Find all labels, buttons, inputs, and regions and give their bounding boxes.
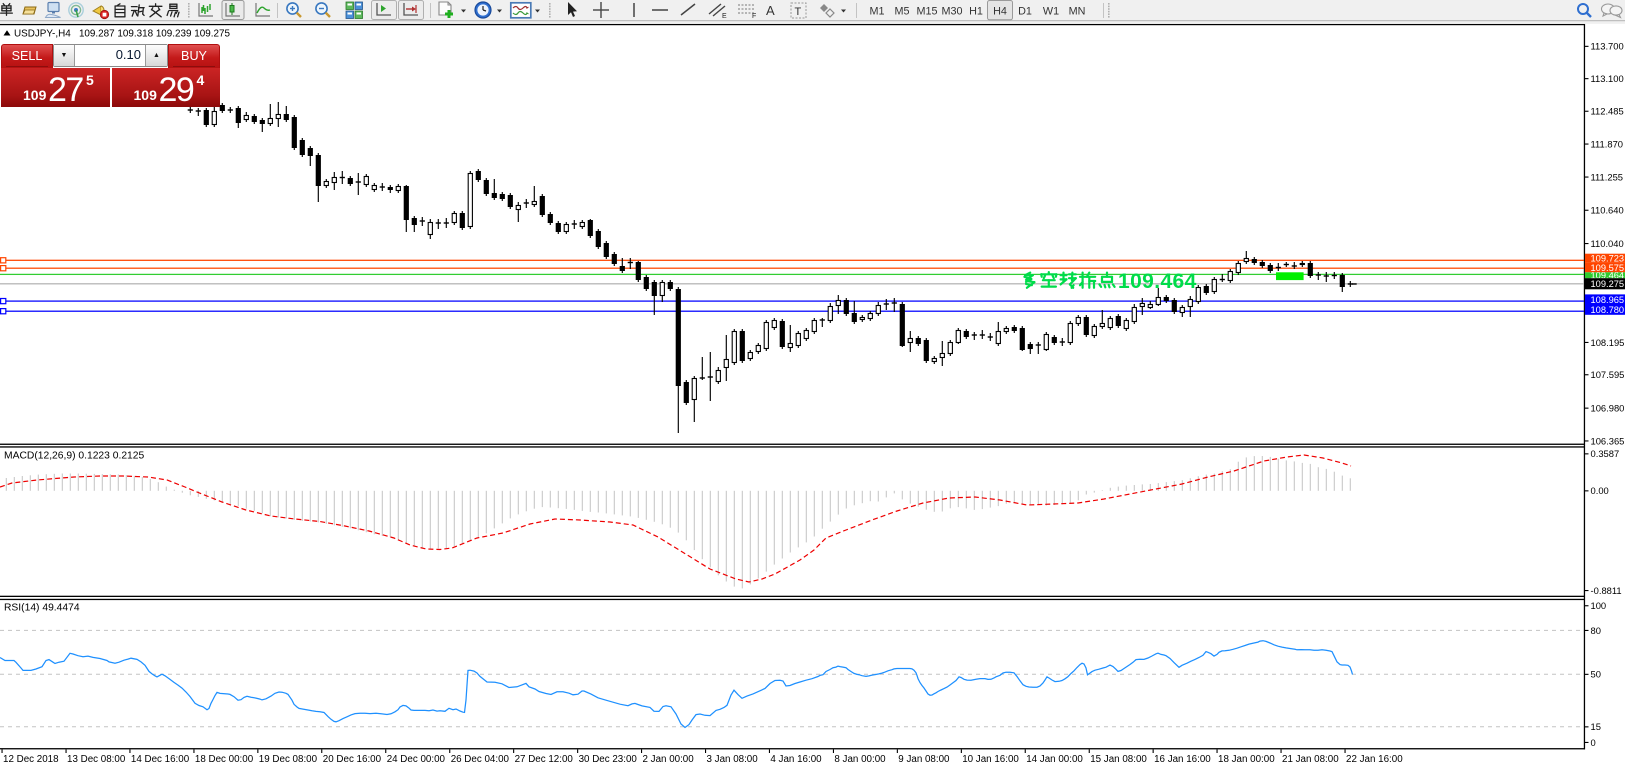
svg-text:13 Dec 08:00: 13 Dec 08:00 (67, 754, 126, 765)
svg-text:14 Dec 16:00: 14 Dec 16:00 (131, 754, 190, 765)
svg-text:9 Jan 08:00: 9 Jan 08:00 (898, 754, 950, 765)
svg-text:3 Jan 08:00: 3 Jan 08:00 (707, 754, 759, 765)
svg-text:108.195: 108.195 (1591, 337, 1625, 348)
svg-text:15: 15 (1591, 721, 1601, 732)
svg-text:10 Jan 16:00: 10 Jan 16:00 (962, 754, 1019, 765)
svg-text:M5: M5 (895, 5, 910, 17)
svg-text:-0.8811: -0.8811 (1591, 585, 1622, 596)
svg-text:113.700: 113.700 (1591, 41, 1624, 52)
svg-text:109.464: 109.464 (1591, 271, 1625, 281)
svg-text:113.100: 113.100 (1591, 73, 1624, 84)
svg-text:18 Dec 00:00: 18 Dec 00:00 (195, 754, 254, 765)
svg-text:26 Dec 04:00: 26 Dec 04:00 (451, 754, 510, 765)
svg-text:USDJPY-,H4 109.287 109.318 1: USDJPY-,H4 109.287 109.318 109.239 109.2… (14, 28, 230, 39)
svg-text:80: 80 (1591, 625, 1601, 636)
svg-text:112.485: 112.485 (1591, 106, 1624, 117)
svg-text:109.723: 109.723 (1591, 254, 1625, 264)
svg-text:2 Jan 00:00: 2 Jan 00:00 (643, 754, 695, 765)
svg-text:109.464: 109.464 (1118, 270, 1197, 293)
svg-text:109.575: 109.575 (1591, 263, 1625, 273)
svg-text:107.595: 107.595 (1591, 369, 1625, 380)
svg-text:50: 50 (1591, 669, 1601, 680)
svg-text:106.980: 106.980 (1591, 403, 1625, 414)
svg-text:12 Dec 2018: 12 Dec 2018 (3, 754, 59, 765)
svg-text:20 Dec 16:00: 20 Dec 16:00 (323, 754, 382, 765)
svg-text:106.365: 106.365 (1591, 435, 1625, 446)
svg-text:111.870: 111.870 (1591, 138, 1624, 149)
svg-text:M30: M30 (941, 5, 962, 17)
svg-text:W1: W1 (1043, 5, 1059, 17)
svg-text:108.965: 108.965 (1591, 295, 1625, 305)
svg-text:MN: MN (1069, 5, 1086, 17)
svg-text:E: E (722, 13, 727, 20)
svg-text:MACD(12,26,9) 0.1223 0.2125: MACD(12,26,9) 0.1223 0.2125 (4, 451, 145, 462)
svg-text:0.3587: 0.3587 (1591, 448, 1620, 459)
svg-text:M15: M15 (916, 5, 937, 17)
svg-text:14 Jan 00:00: 14 Jan 00:00 (1026, 754, 1083, 765)
svg-text:H4: H4 (993, 5, 1007, 17)
svg-text:18 Jan 00:00: 18 Jan 00:00 (1218, 754, 1275, 765)
svg-text:A: A (766, 3, 775, 18)
svg-text:108.780: 108.780 (1591, 305, 1625, 315)
svg-text:100: 100 (1591, 600, 1607, 611)
svg-text:H1: H1 (969, 5, 983, 17)
svg-text:24 Dec 00:00: 24 Dec 00:00 (387, 754, 446, 765)
svg-text:F: F (752, 13, 756, 20)
svg-text:30 Dec 23:00: 30 Dec 23:00 (579, 754, 638, 765)
svg-text:19 Dec 08:00: 19 Dec 08:00 (259, 754, 318, 765)
svg-text:27 Dec 12:00: 27 Dec 12:00 (515, 754, 574, 765)
svg-text:22 Jan 16:00: 22 Jan 16:00 (1346, 754, 1403, 765)
svg-text:109.275: 109.275 (1591, 279, 1625, 289)
svg-text:RSI(14) 49.4474: RSI(14) 49.4474 (4, 603, 80, 614)
svg-text:8 Jan 00:00: 8 Jan 00:00 (834, 754, 886, 765)
svg-text:0: 0 (1591, 737, 1596, 748)
svg-text:15 Jan 08:00: 15 Jan 08:00 (1090, 754, 1147, 765)
svg-text:110.640: 110.640 (1591, 205, 1624, 216)
svg-text:T: T (795, 6, 802, 18)
svg-text:111.255: 111.255 (1591, 171, 1624, 182)
svg-text:0.00: 0.00 (1591, 485, 1609, 496)
svg-text:110.040: 110.040 (1591, 238, 1624, 249)
svg-text:M1: M1 (870, 5, 885, 17)
svg-text:4 Jan 16:00: 4 Jan 16:00 (770, 754, 822, 765)
svg-text:21 Jan 08:00: 21 Jan 08:00 (1282, 754, 1339, 765)
svg-text:16 Jan 16:00: 16 Jan 16:00 (1154, 754, 1211, 765)
svg-text:D1: D1 (1018, 5, 1032, 17)
